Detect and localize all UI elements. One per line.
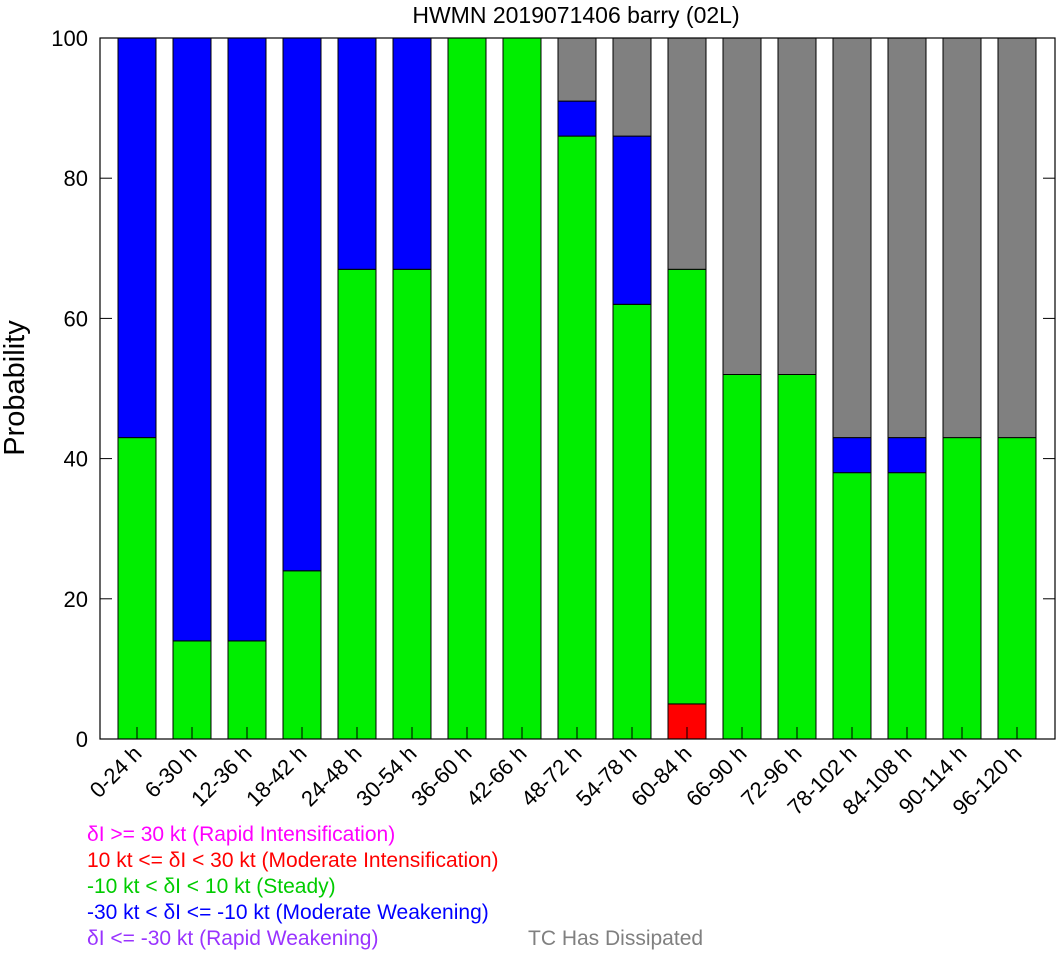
x-tick-label: 30-54 h bbox=[351, 741, 421, 811]
x-tick-label: 54-78 h bbox=[571, 741, 641, 811]
chart-title: HWMN 2019071406 barry (02L) bbox=[412, 2, 739, 28]
x-tick-label: 60-84 h bbox=[626, 741, 696, 811]
bar-steady bbox=[172, 640, 212, 740]
bar-steady bbox=[777, 374, 817, 740]
bar-moderate-weakening bbox=[172, 37, 212, 642]
bar-dissipated bbox=[667, 37, 707, 270]
x-tick-label: 66-90 h bbox=[681, 741, 751, 811]
bar-steady bbox=[227, 640, 267, 740]
bar-steady bbox=[557, 135, 597, 740]
x-tick-label: 42-66 h bbox=[461, 741, 531, 811]
bar-dissipated bbox=[722, 37, 762, 375]
y-tick-label: 80 bbox=[64, 166, 88, 191]
bar-moderate-weakening bbox=[117, 37, 157, 439]
x-tick-label: 36-60 h bbox=[406, 741, 476, 811]
legend-entry: 10 kt <= δI < 30 kt (Moderate Intensific… bbox=[87, 849, 499, 872]
bar-moderate-weakening bbox=[887, 437, 927, 474]
y-tick-label: 100 bbox=[51, 26, 88, 51]
bar-moderate-weakening bbox=[337, 37, 377, 270]
bar-dissipated bbox=[557, 37, 597, 102]
legend-entry: δI >= 30 kt (Rapid Intensification) bbox=[87, 823, 395, 846]
bar-dissipated bbox=[887, 37, 927, 439]
bar-moderate-weakening bbox=[282, 37, 322, 572]
y-tick-label: 60 bbox=[64, 306, 88, 331]
y-axis-label: Probability bbox=[0, 320, 31, 456]
bar-steady bbox=[722, 374, 762, 740]
bar-moderate-weakening bbox=[612, 135, 652, 305]
bar-steady bbox=[447, 37, 487, 740]
legend-entry: δI <= -30 kt (Rapid Weakening) bbox=[87, 927, 378, 950]
bar-dissipated bbox=[612, 37, 652, 137]
legend-entry: -10 kt < δI < 10 kt (Steady) bbox=[87, 875, 336, 898]
bar-steady bbox=[392, 268, 432, 740]
legend-entry: -30 kt < δI <= -10 kt (Moderate Weakenin… bbox=[87, 901, 489, 924]
bar-steady bbox=[337, 268, 377, 740]
y-tick-label: 20 bbox=[64, 587, 88, 612]
x-tick-label: 48-72 h bbox=[516, 741, 586, 811]
x-tick-label: 0-24 h bbox=[85, 741, 147, 803]
bar-moderate-weakening bbox=[227, 37, 267, 642]
bar-steady bbox=[117, 437, 157, 740]
x-tick-label: 24-48 h bbox=[296, 741, 366, 811]
x-tick-label: 12-36 h bbox=[186, 741, 256, 811]
bar-steady bbox=[942, 437, 982, 740]
y-tick-label: 0 bbox=[76, 727, 88, 752]
bar-moderate-weakening bbox=[832, 437, 872, 474]
bar-steady bbox=[282, 570, 322, 740]
legend: δI >= 30 kt (Rapid Intensification) 10 kt… bbox=[87, 823, 703, 950]
x-tick-label: 18-42 h bbox=[241, 741, 311, 811]
bar-steady bbox=[667, 268, 707, 705]
bar-moderate-weakening bbox=[557, 100, 597, 137]
bar-dissipated bbox=[997, 37, 1037, 439]
bar-steady bbox=[502, 37, 542, 740]
legend-entry: TC Has Dissipated bbox=[528, 927, 703, 950]
y-tick-label: 40 bbox=[64, 447, 88, 472]
bar-steady bbox=[887, 472, 927, 740]
bar-steady bbox=[997, 437, 1037, 740]
bar-moderate-weakening bbox=[392, 37, 432, 270]
bar-steady bbox=[612, 303, 652, 740]
bars-layer bbox=[117, 37, 1037, 740]
bar-dissipated bbox=[942, 37, 982, 439]
bar-steady bbox=[832, 472, 872, 740]
bar-dissipated bbox=[832, 37, 872, 439]
bar-dissipated bbox=[777, 37, 817, 375]
